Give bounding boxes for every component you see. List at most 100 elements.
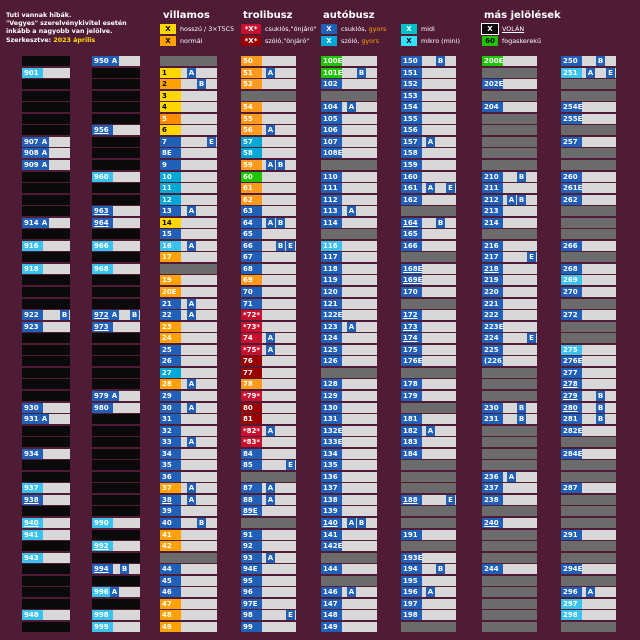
route-row: 990 [92,518,140,528]
route-row: 98 E [241,610,296,621]
note-line-3: inkább a nagyobb van jelölve. [6,28,113,36]
route-number: 139 [321,506,342,517]
section-title-villamos: villamos [163,10,210,21]
route-row: 68 [241,263,296,274]
route-row: 81 [241,414,296,425]
route-row-background [342,79,377,90]
route-row-empty [22,102,70,113]
route-number: 67 [241,252,262,263]
route-row-empty [561,506,616,517]
route-row: 14 [160,217,217,228]
route-row: 91 [241,529,296,540]
route-number: 269 [561,275,582,286]
route-row: 42 [160,541,217,552]
route-row: 22 A [160,310,217,321]
legend-tram-long: X hosszú / 3×T5C5 [160,24,234,34]
route-row: 85 E [241,460,296,471]
route-number: 182 [401,425,422,436]
route-row: 272 [561,310,616,321]
route-row-empty [22,471,70,482]
route-row: 61 [241,183,296,194]
route-row: 291 [561,529,616,540]
route-number: 158 [401,148,422,159]
route-row-background [181,460,217,471]
route-flag-a: A [187,402,196,413]
route-row-empty [561,125,616,136]
legend-text: szóló,"önjáró" [265,37,310,45]
route-number: 151 [401,67,422,78]
route-number: 16 [160,240,181,251]
route-number: 210 [482,171,503,182]
route-row-background [43,67,70,78]
route-row: 196 A [401,587,456,598]
route-row-background [422,448,456,459]
route-row: 45 [160,575,217,586]
route-number: 152 [401,79,422,90]
route-row: 121 [321,298,377,309]
route-number: 909 [22,159,43,170]
route-row: 106 [321,125,377,136]
route-row-background [262,287,296,297]
route-row-background [503,56,537,66]
route-flag-a: A [426,136,435,147]
route-row-background [181,402,217,413]
route-row-empty [401,402,456,413]
route-row-empty [22,56,70,66]
route-row-background [262,206,296,217]
route-number: 198 [401,610,422,621]
route-row-empty [561,159,616,170]
route-row-background [503,356,537,367]
route-row-background [503,240,537,251]
route-number: 907 [22,136,43,147]
route-row: 47 [160,598,217,609]
route-row-background [113,206,140,217]
route-row: 108E [321,148,377,159]
route-row-empty [92,575,140,586]
route-row: 218 [482,263,537,274]
route-row-empty [92,344,140,355]
route-row-empty [241,518,296,528]
route-row: 230 B [482,402,537,413]
route-row-background [262,575,296,586]
route-number: 188 [401,494,422,505]
route-number: 62 [241,194,262,205]
route-flag-e: E [286,610,295,621]
route-number: 4 [160,102,181,113]
route-row-background [262,379,296,390]
route-row: 161 A E [401,183,456,194]
route-row-empty [92,367,140,378]
route-flag-a: A [347,587,356,598]
route-row-empty [482,460,537,471]
route-number: 225 [482,344,503,355]
legend-text: midi [421,25,435,33]
route-row: 76 [241,356,296,367]
route-row-background [503,287,537,297]
route-row-background [422,344,456,355]
route-number: 106 [321,125,342,136]
route-row-empty [22,90,70,101]
route-row: 37 A [160,483,217,494]
route-row-empty [561,437,616,448]
route-row: 13 A [160,206,217,217]
route-row: 52 [241,79,296,90]
route-number: 994 [92,564,113,575]
route-row-background [43,518,70,528]
route-number: 31 [160,414,181,425]
route-number: 270 [561,287,582,297]
route-row-background [422,194,456,205]
route-number: *82* [241,425,262,436]
route-row: 17 [160,252,217,263]
route-number: 148 [321,610,342,621]
route-row-background [181,506,217,517]
route-flag-b: B [197,518,206,528]
route-row: 938 [22,494,70,505]
route-row: 60 [241,171,296,182]
route-row-background [342,321,377,332]
route-row: 202E [482,79,537,90]
route-row: 282E [561,425,616,436]
route-row: 178 [401,379,456,390]
route-number: 937 [22,483,43,494]
route-row-empty [561,541,616,552]
route-row-background [422,529,456,540]
